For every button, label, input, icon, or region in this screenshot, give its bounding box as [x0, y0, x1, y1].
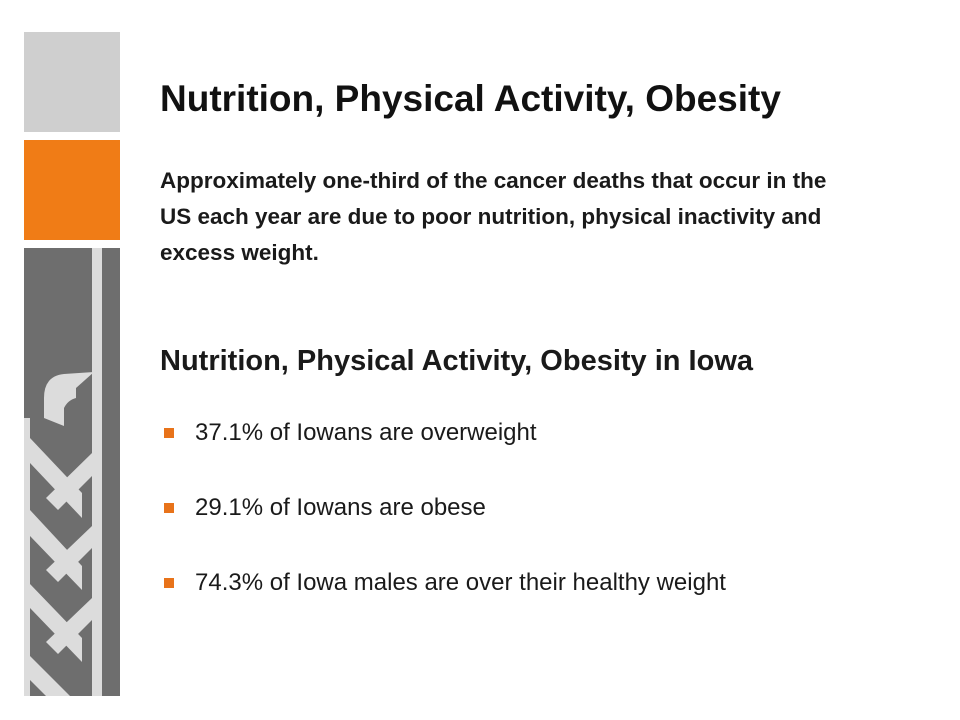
intro-paragraph: Approximately one-third of the cancer de…: [160, 168, 827, 265]
list-item: 29.1% of Iowans are obese: [160, 489, 726, 527]
bullet-text: 37.1% of Iowans are overweight: [195, 419, 537, 446]
list-item: 74.3% of Iowa males are over their healt…: [160, 564, 726, 602]
slide-title: Nutrition, Physical Activity, Obesity: [160, 78, 781, 119]
orange-accent-block: [24, 140, 120, 240]
square-bullet-icon: [164, 503, 174, 513]
section-subtitle: Nutrition, Physical Activity, Obesity in…: [160, 345, 754, 377]
logo-block: [24, 248, 120, 696]
gray-accent-block: [24, 32, 120, 132]
list-item: 37.1% of Iowans are overweight: [160, 414, 726, 452]
caduceus-logo-icon: [24, 248, 102, 696]
square-bullet-icon: [164, 578, 174, 588]
square-bullet-icon: [164, 428, 174, 438]
statistics-list: 37.1% of Iowans are overweight 29.1% of …: [160, 414, 726, 639]
bullet-text: 29.1% of Iowans are obese: [195, 494, 486, 521]
decorative-sidebar: [24, 32, 120, 696]
bullet-text: 74.3% of Iowa males are over their healt…: [195, 569, 726, 596]
